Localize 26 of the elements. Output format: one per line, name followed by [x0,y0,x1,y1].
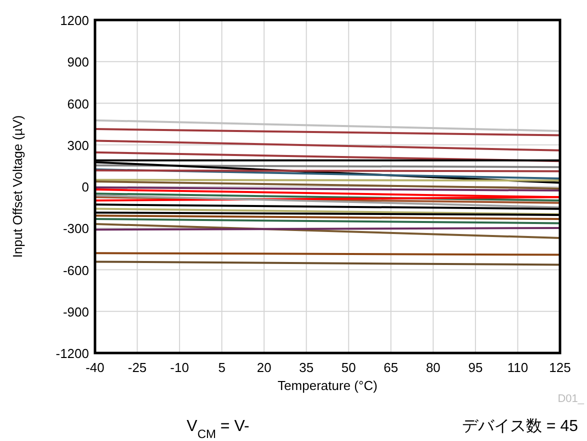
y-tick-label: -600 [62,262,89,278]
y-tick-label: -1200 [56,346,89,361]
x-tick-label: 95 [468,360,483,375]
x-tick-label: 110 [507,360,528,375]
text: D01_ [558,393,585,405]
x-tick-label: 50 [341,360,356,375]
x-tick-label: 5 [218,360,226,375]
x-tick-label: 20 [256,360,272,375]
y-tick-label: 900 [67,54,89,70]
y-tick-label: 0 [82,180,89,194]
x-tick-label: 35 [299,360,314,375]
y-axis-title: Input Offset Voltage (µV) [10,115,25,258]
x-axis-title: Temperature (°C) [278,378,378,393]
text: V$_{CM}$ = V- [186,418,250,441]
y-tick-label: 1200 [60,13,89,28]
y-tick-label: 600 [67,96,89,112]
x-tick-label: -10 [170,360,189,375]
x-tick-label: 65 [384,360,398,375]
text: デバイス数 = 45 [462,418,578,435]
x-tick-label: 80 [426,360,440,375]
x-tick-label: -25 [128,360,147,375]
y-tick-label: -900 [62,304,89,320]
x-tick-label: -40 [86,360,104,375]
x-tick-label: 125 [549,360,571,375]
y-tick-label: 300 [67,138,89,153]
y-tick-label: -300 [62,221,89,236]
